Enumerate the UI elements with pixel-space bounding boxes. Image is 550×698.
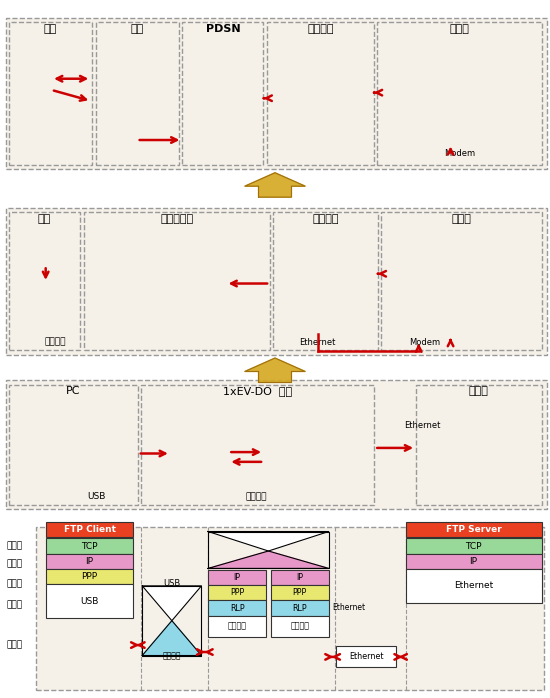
Text: 終端: 終端: [44, 24, 57, 34]
Bar: [182, 22, 263, 165]
Bar: [405, 569, 542, 602]
Text: 網路層: 網路層: [6, 579, 23, 588]
Text: USB: USB: [163, 579, 180, 588]
Bar: [46, 584, 134, 618]
Text: FTP Server: FTP Server: [446, 525, 502, 534]
Text: PPP: PPP: [230, 588, 244, 597]
Polygon shape: [245, 358, 305, 383]
Text: 伺服器: 伺服器: [449, 24, 469, 34]
Bar: [267, 22, 374, 165]
Text: TCP: TCP: [465, 542, 482, 551]
Bar: [9, 385, 138, 505]
Bar: [271, 585, 329, 600]
Bar: [273, 211, 378, 350]
Text: 終端: 終端: [38, 214, 51, 224]
Bar: [381, 211, 542, 350]
Bar: [6, 207, 547, 355]
Text: 手機綜測儀: 手機綜測儀: [160, 214, 194, 224]
Bar: [36, 526, 544, 690]
Text: 網際網路: 網際網路: [312, 214, 339, 224]
Bar: [46, 554, 134, 569]
Text: 空中介面: 空中介面: [228, 622, 246, 631]
Text: USB: USB: [80, 597, 99, 606]
Bar: [96, 22, 179, 165]
Bar: [141, 385, 375, 505]
Text: Ethernet: Ethernet: [454, 581, 493, 591]
Text: 1xEV-DO  終端: 1xEV-DO 終端: [223, 387, 292, 396]
Text: Modem: Modem: [409, 338, 440, 346]
Text: 鏈路層: 鏈路層: [6, 600, 23, 609]
Bar: [377, 22, 542, 165]
Text: FTP Client: FTP Client: [64, 525, 116, 534]
Text: IP: IP: [296, 573, 303, 582]
Bar: [208, 616, 266, 637]
Bar: [6, 380, 547, 510]
Text: RLP: RLP: [293, 604, 307, 613]
Bar: [9, 211, 80, 350]
Bar: [405, 554, 542, 569]
Text: 空中介面: 空中介面: [163, 651, 181, 660]
Text: 射頻連接: 射頻連接: [246, 492, 267, 501]
Bar: [405, 522, 542, 537]
Bar: [208, 570, 266, 585]
Polygon shape: [142, 586, 201, 621]
Bar: [46, 522, 134, 537]
Text: PDSN: PDSN: [206, 24, 240, 34]
Text: 空中介面: 空中介面: [290, 622, 309, 631]
Text: 網際網路: 網際網路: [307, 24, 333, 34]
Text: Ethernet: Ethernet: [332, 603, 365, 612]
Polygon shape: [142, 621, 201, 655]
Bar: [46, 569, 134, 584]
Text: TCP: TCP: [81, 542, 98, 551]
Text: Modem: Modem: [444, 149, 475, 158]
Text: 基站: 基站: [131, 24, 144, 34]
Text: Ethernet: Ethernet: [349, 653, 383, 662]
Bar: [84, 211, 270, 350]
Bar: [271, 600, 329, 616]
Text: 應用層: 應用層: [6, 541, 23, 550]
Text: 射頻連接: 射頻連接: [45, 338, 67, 346]
Bar: [6, 18, 547, 170]
Text: IP: IP: [234, 573, 241, 582]
Bar: [271, 570, 329, 585]
Text: PPP: PPP: [81, 572, 98, 581]
Text: USB: USB: [87, 492, 106, 501]
Text: 物理層: 物理層: [6, 641, 23, 650]
Text: PPP: PPP: [293, 588, 307, 597]
Bar: [405, 538, 542, 554]
Text: RLP: RLP: [230, 604, 244, 613]
Bar: [46, 538, 134, 554]
Text: Ethernet: Ethernet: [300, 338, 336, 346]
Polygon shape: [208, 551, 329, 568]
Bar: [9, 22, 92, 165]
Polygon shape: [245, 173, 305, 197]
Bar: [416, 385, 542, 505]
Text: IP: IP: [470, 557, 477, 566]
Bar: [337, 646, 395, 667]
Text: 伺服器: 伺服器: [469, 387, 489, 396]
Text: Ethernet: Ethernet: [404, 421, 441, 430]
Bar: [208, 585, 266, 600]
Text: IP: IP: [86, 557, 94, 566]
Polygon shape: [208, 531, 329, 551]
Text: PC: PC: [66, 387, 81, 396]
Bar: [271, 616, 329, 637]
Bar: [208, 600, 266, 616]
Text: 伺服器: 伺服器: [452, 214, 471, 224]
Text: 傳輸層: 傳輸層: [6, 559, 23, 568]
